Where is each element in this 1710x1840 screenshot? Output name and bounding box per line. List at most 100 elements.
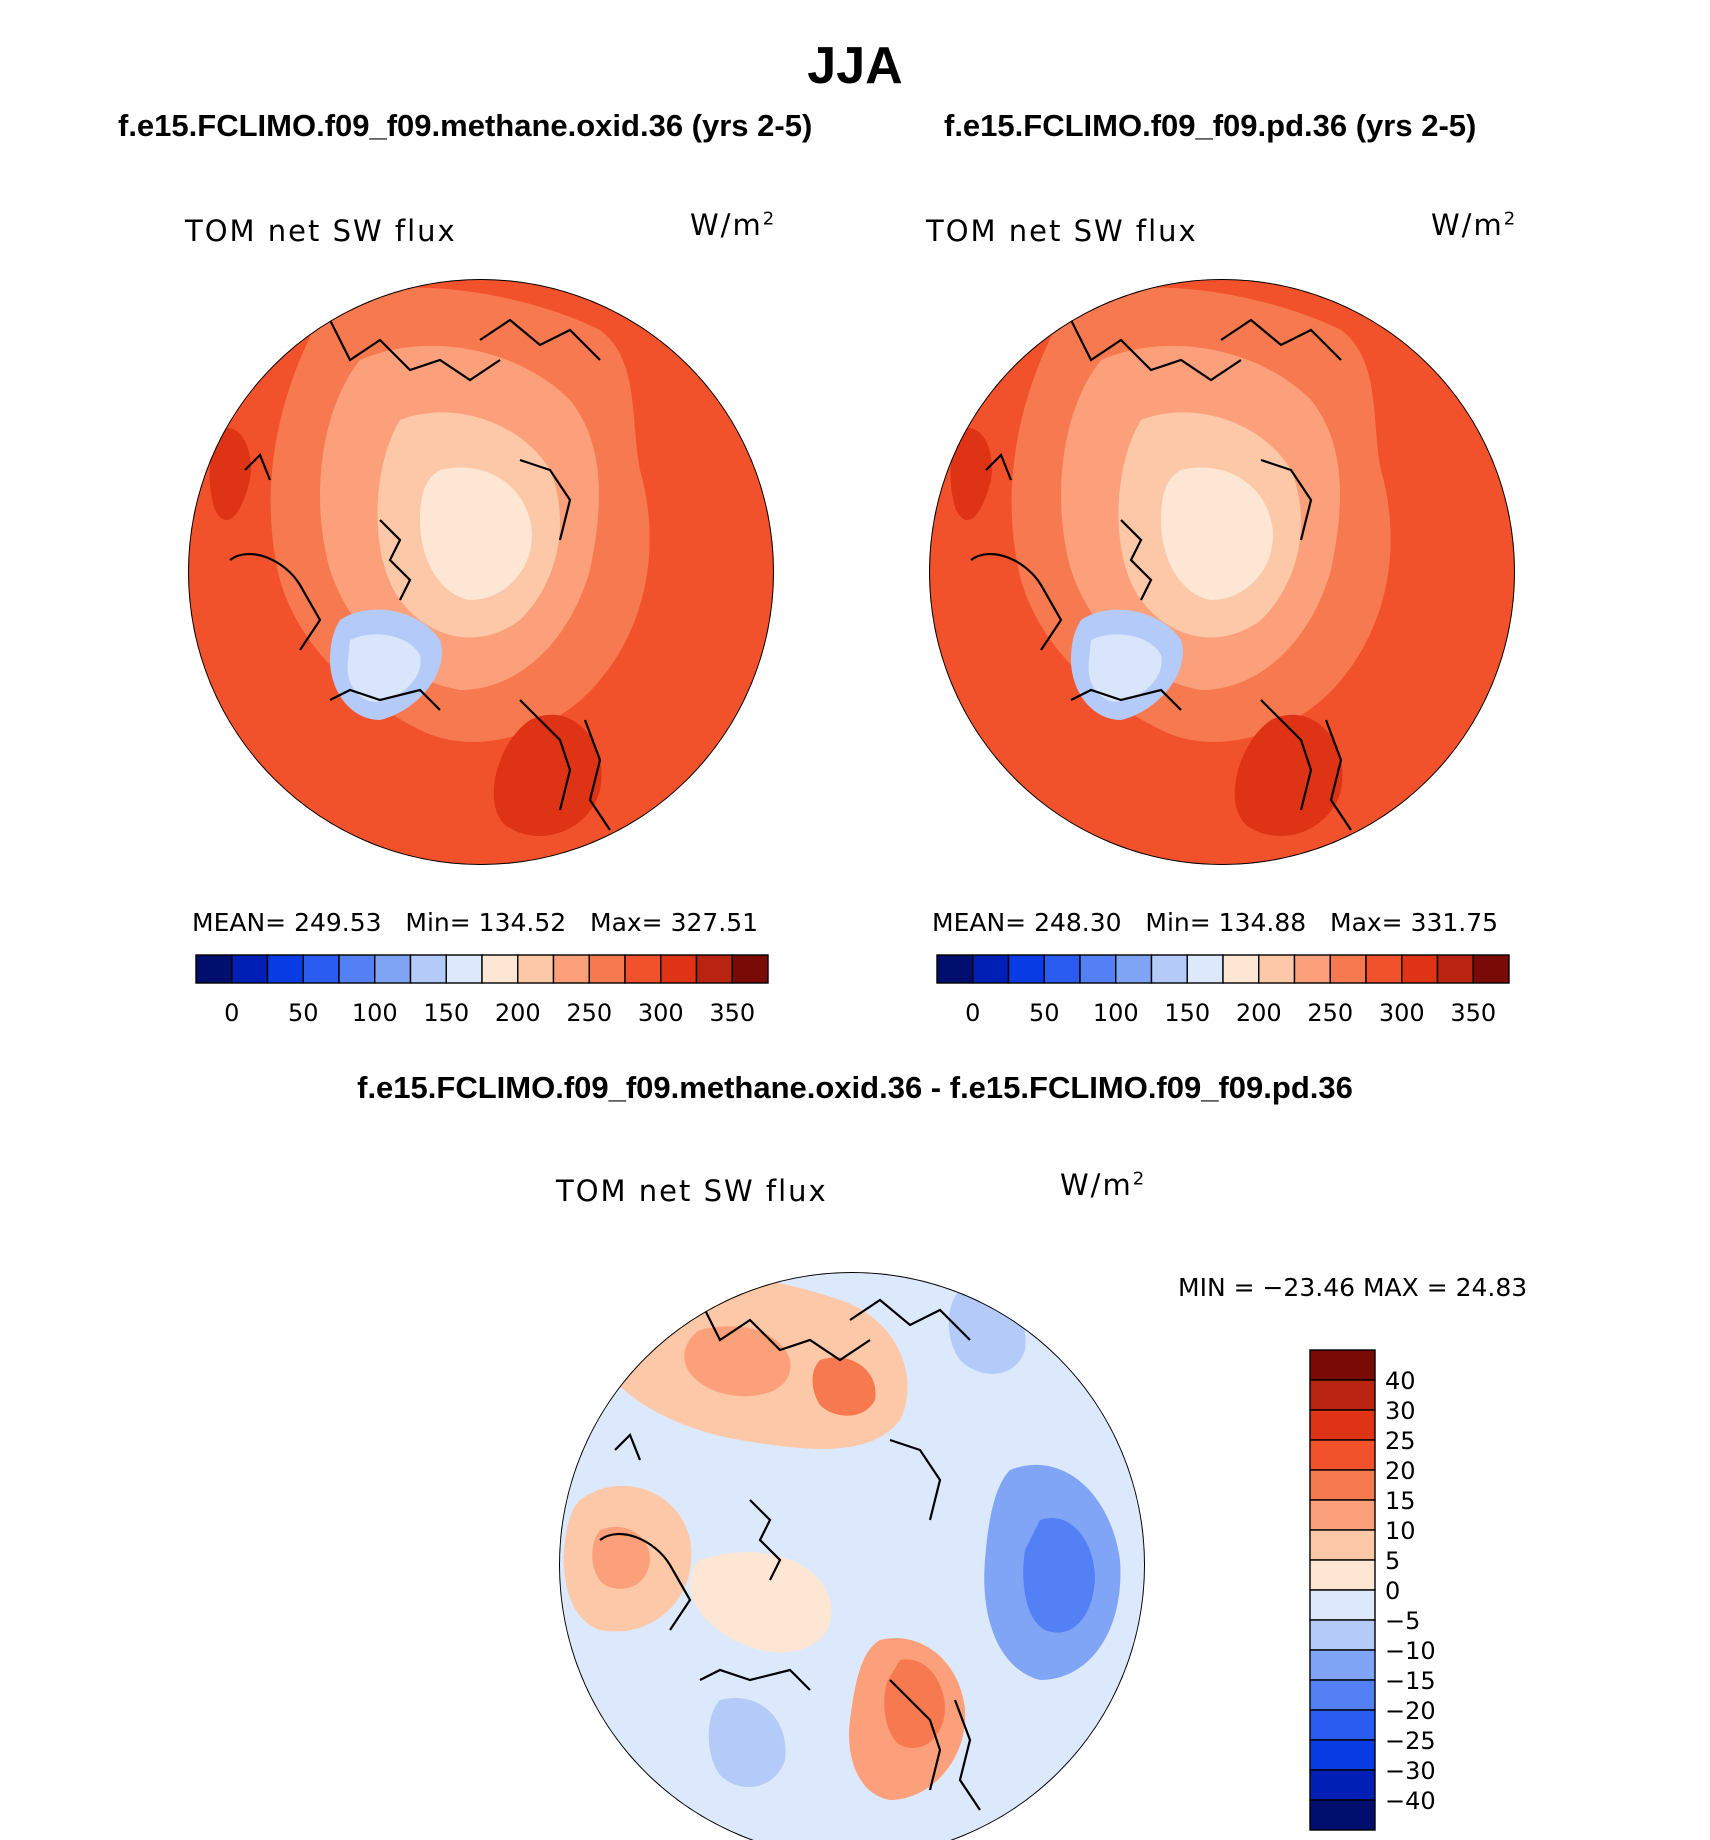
diff-colorbar-color-box — [1309, 1709, 1376, 1741]
diff-colorbar-tick-label: −20 — [1385, 1697, 1436, 1725]
diff-colorbar-tick-label: −30 — [1385, 1757, 1436, 1785]
right-colorbar-color-box — [1258, 954, 1296, 984]
right-colorbar: 0 50 100 150 200 250 300 350 — [936, 954, 1510, 1027]
left-colorbar-color-box — [660, 954, 698, 984]
diff-colorbar-tick-label: 25 — [1385, 1427, 1416, 1455]
right-colorbar-color-box — [1115, 954, 1153, 984]
left-colorbar-tick-label: 200 — [495, 999, 541, 1027]
right-case-title: f.e15.FCLIMO.f09_f09.pd.36 (yrs 2-5) — [944, 108, 1477, 143]
left-colorbar-color-box — [695, 954, 733, 984]
diff-colorbar-tick-label: 0 — [1385, 1577, 1400, 1605]
right-colorbar-tick-label: 150 — [1164, 999, 1210, 1027]
diff-colorbar-color-box — [1309, 1769, 1376, 1801]
diff-colorbar-tick-label: −15 — [1385, 1667, 1436, 1695]
left-colorbar-color-box — [517, 954, 555, 984]
difference-polar-map — [559, 1272, 1145, 1840]
right-stats: MEAN= 248.30 Min= 134.88 Max= 331.75 — [932, 908, 1499, 937]
main-title: JJA — [807, 37, 903, 95]
left-colorbar-color-box — [195, 954, 233, 984]
left-colorbar-color-box — [445, 954, 483, 984]
right-colorbar-tick-label: 300 — [1379, 999, 1425, 1027]
right-colorbar-color-box — [1293, 954, 1331, 984]
left-units-label: W/m2 — [690, 208, 777, 242]
diff-variable-label: TOM net SW flux — [556, 1174, 828, 1208]
diff-colorbar-tick-label: 15 — [1385, 1487, 1416, 1515]
right-colorbar-color-box — [936, 954, 974, 984]
right-colorbar-color-box — [1150, 954, 1188, 984]
left-colorbar-color-box — [481, 954, 519, 984]
left-colorbar-tick-label: 300 — [638, 999, 684, 1027]
left-colorbar-color-box — [409, 954, 447, 984]
diff-colorbar-tick-label: 40 — [1385, 1367, 1416, 1395]
left-colorbar-tick-label: 250 — [566, 999, 612, 1027]
diff-colorbar-color-box — [1309, 1589, 1376, 1621]
diff-colorbar-tick-label: −5 — [1385, 1607, 1420, 1635]
right-colorbar-tick-label: 200 — [1236, 999, 1282, 1027]
left-colorbar-color-box — [374, 954, 412, 984]
left-colorbar-color-box — [731, 954, 769, 984]
diff-stats: MIN = −23.46 MAX = 24.83 — [1178, 1273, 1528, 1302]
right-colorbar-tick-label: 100 — [1093, 999, 1139, 1027]
right-colorbar-color-box — [1222, 954, 1260, 984]
right-colorbar-tick-label: 250 — [1307, 999, 1353, 1027]
diff-colorbar-color-box — [1309, 1409, 1376, 1441]
left-variable-label: TOM net SW flux — [185, 214, 457, 248]
right-colorbar-color-box — [1043, 954, 1081, 984]
left-stats: MEAN= 249.53 Min= 134.52 Max= 327.51 — [192, 908, 759, 937]
right-polar-map — [929, 279, 1515, 865]
left-colorbar-tick-label: 0 — [224, 999, 239, 1027]
diff-colorbar-color-box — [1309, 1559, 1376, 1591]
right-colorbar-color-box — [1007, 954, 1045, 984]
diff-colorbar-color-box — [1309, 1649, 1376, 1681]
diff-colorbar-tick-label: 20 — [1385, 1457, 1416, 1485]
right-colorbar-color-box — [1079, 954, 1117, 984]
right-colorbar-color-box — [1329, 954, 1367, 984]
left-colorbar: 0 50 100 150 200 250 300 350 — [195, 954, 769, 1027]
left-colorbar-color-box — [302, 954, 340, 984]
right-colorbar-color-box — [1436, 954, 1474, 984]
right-colorbar-color-box — [1472, 954, 1510, 984]
diff-colorbar-color-box — [1309, 1499, 1376, 1531]
left-colorbar-tick-label: 50 — [288, 999, 319, 1027]
left-colorbar-color-box — [338, 954, 376, 984]
right-colorbar-tick-label: 0 — [965, 999, 980, 1027]
diff-colorbar-color-box — [1309, 1469, 1376, 1501]
diff-colorbar-color-box — [1309, 1619, 1376, 1651]
left-colorbar-tick-label: 350 — [709, 999, 755, 1027]
diff-colorbar-color-box — [1309, 1439, 1376, 1471]
left-polar-map — [188, 279, 774, 865]
diff-colorbar-color-box — [1309, 1349, 1376, 1381]
diff-colorbar-tick-label: −25 — [1385, 1727, 1436, 1755]
left-colorbar-color-box — [266, 954, 304, 984]
right-colorbar-tick-label: 50 — [1029, 999, 1060, 1027]
right-units-label: W/m2 — [1431, 208, 1518, 242]
diff-colorbar-color-box — [1309, 1799, 1376, 1831]
right-colorbar-color-box — [1401, 954, 1439, 984]
right-colorbar-color-box — [1186, 954, 1224, 984]
right-variable-label: TOM net SW flux — [926, 214, 1198, 248]
diff-colorbar-tick-label: 30 — [1385, 1397, 1416, 1425]
diff-colorbar-tick-label: 10 — [1385, 1517, 1416, 1545]
diff-units-label: W/m2 — [1060, 1168, 1147, 1202]
diff-colorbar-color-box — [1309, 1379, 1376, 1411]
left-colorbar-color-box — [231, 954, 269, 984]
left-case-title: f.e15.FCLIMO.f09_f09.methane.oxid.36 (yr… — [118, 108, 813, 143]
diff-colorbar-color-box — [1309, 1679, 1376, 1711]
right-colorbar-color-box — [1365, 954, 1403, 984]
right-colorbar-color-box — [972, 954, 1010, 984]
diff-colorbar-tick-label: 5 — [1385, 1547, 1400, 1575]
diff-colorbar-color-box — [1309, 1529, 1376, 1561]
diff-colorbar-tick-label: −10 — [1385, 1637, 1436, 1665]
right-colorbar-tick-label: 350 — [1450, 999, 1496, 1027]
left-colorbar-color-box — [588, 954, 626, 984]
diff-colorbar-color-box — [1309, 1739, 1376, 1771]
left-colorbar-color-box — [624, 954, 662, 984]
diff-colorbar-tick-label: −40 — [1385, 1787, 1436, 1815]
left-colorbar-tick-label: 150 — [423, 999, 469, 1027]
difference-title: f.e15.FCLIMO.f09_f09.methane.oxid.36 - f… — [357, 1070, 1353, 1105]
left-colorbar-color-box — [552, 954, 590, 984]
left-colorbar-tick-label: 100 — [352, 999, 398, 1027]
